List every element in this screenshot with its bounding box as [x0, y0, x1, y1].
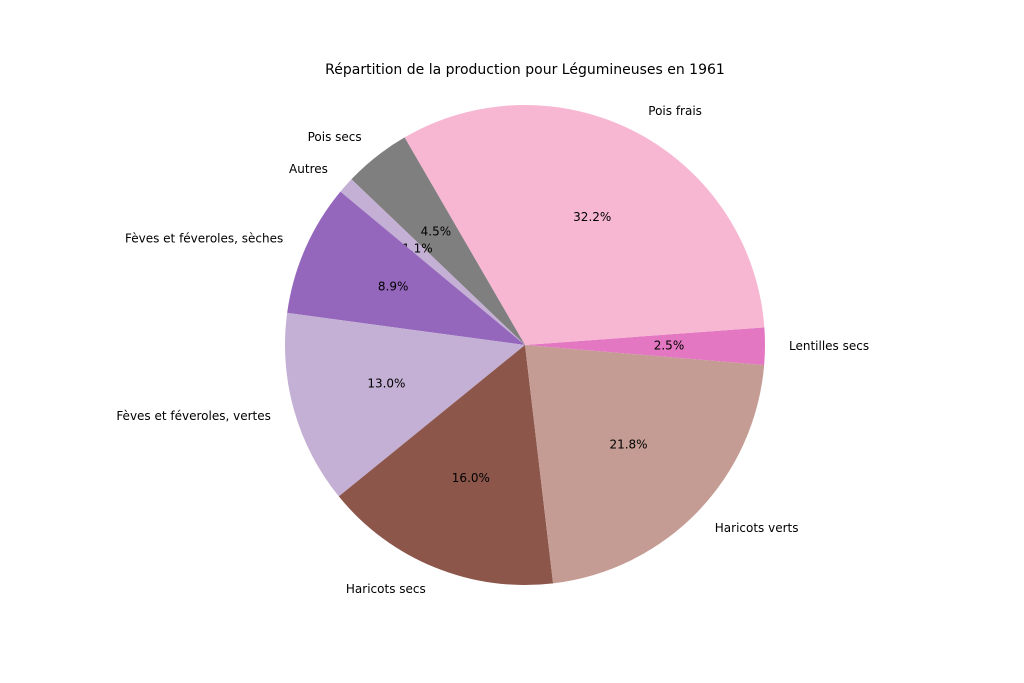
pie-slice — [340, 179, 525, 345]
slice-label: Fèves et féveroles, vertes — [116, 409, 271, 423]
slice-label: Pois secs — [308, 130, 362, 144]
pie-slice — [338, 345, 554, 585]
pie-slice — [525, 327, 765, 366]
percent-label: 2.5% — [654, 338, 685, 352]
percent-label: 8.9% — [378, 280, 409, 294]
percent-label: 16.0% — [452, 471, 490, 485]
pie-slice — [525, 345, 765, 584]
slice-label: Autres — [289, 162, 328, 176]
slice-label: Haricots secs — [346, 582, 426, 596]
percent-label: 21.8% — [609, 438, 647, 452]
pie-slice — [404, 104, 765, 346]
slice-label: Haricots verts — [715, 521, 799, 535]
pie-slice — [351, 137, 525, 345]
slice-label: Lentilles secs — [789, 339, 869, 353]
slice-label: Fèves et féveroles, sèches — [125, 231, 283, 245]
percent-label: 4.5% — [421, 224, 452, 238]
chart-title: Répartition de la production pour Légumi… — [325, 62, 725, 78]
pie-slice — [287, 191, 525, 345]
pie-slice — [285, 312, 525, 497]
slice-label: Pois frais — [648, 104, 702, 118]
percent-label: 32.2% — [573, 210, 611, 224]
percent-label: 13.0% — [367, 377, 405, 391]
